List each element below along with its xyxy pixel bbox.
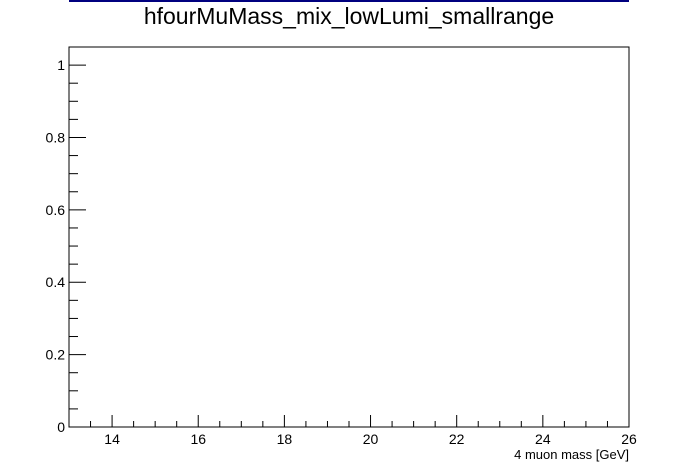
x-tick-label: 16 xyxy=(190,431,206,447)
y-tick-label: 0.8 xyxy=(46,129,66,145)
chart-title: hfourMuMass_mix_lowLumi_smallrange xyxy=(144,3,554,29)
y-axis-tick-labels: 0 0.2 0.4 0.6 0.8 1 xyxy=(46,57,66,435)
y-tick-label: 0.2 xyxy=(46,347,66,363)
x-tick-label: 26 xyxy=(621,431,637,447)
y-tick-label: 0.6 xyxy=(46,202,66,218)
x-tick-label: 20 xyxy=(363,431,379,447)
x-tick-label: 14 xyxy=(104,431,120,447)
x-tick-label: 24 xyxy=(535,431,551,447)
y-axis-ticks xyxy=(69,46,86,428)
x-axis-label: 4 muon mass [GeV] xyxy=(514,447,629,462)
x-tick-label: 22 xyxy=(449,431,465,447)
plot-frame xyxy=(68,46,630,428)
x-tick-label: 18 xyxy=(277,431,293,447)
y-tick-label: 0 xyxy=(57,419,65,435)
y-tick-label: 0.4 xyxy=(46,274,66,290)
x-axis-tick-labels: 14 16 18 20 22 24 26 xyxy=(104,431,637,447)
x-axis-ticks xyxy=(68,415,630,427)
y-tick-label: 1 xyxy=(57,57,65,73)
